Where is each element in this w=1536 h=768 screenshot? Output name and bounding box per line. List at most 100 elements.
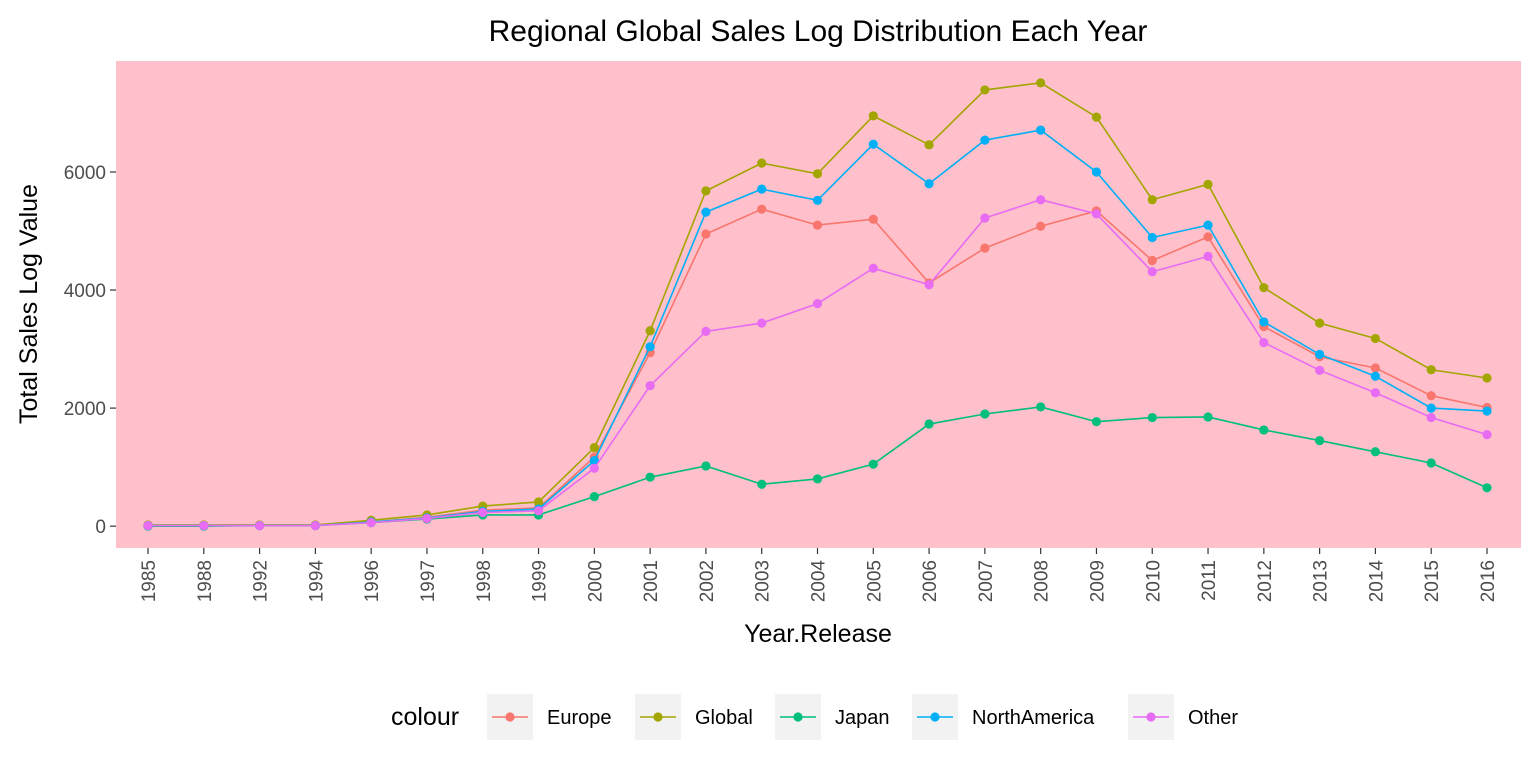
data-point bbox=[1315, 435, 1325, 446]
x-tick-label: 2003 bbox=[753, 560, 774, 602]
x-tick-label: 2013 bbox=[1311, 560, 1332, 602]
data-point bbox=[1147, 232, 1157, 243]
x-tick-label: 2004 bbox=[809, 560, 830, 603]
data-point bbox=[533, 497, 544, 507]
x-tick-label: 2016 bbox=[1478, 560, 1499, 602]
legend-key-point bbox=[505, 712, 515, 722]
chart-title: Regional Global Sales Log Distribution E… bbox=[489, 15, 1148, 48]
data-point bbox=[1203, 251, 1213, 261]
data-point bbox=[757, 184, 767, 194]
legend-title: colour bbox=[391, 703, 459, 731]
x-tick-label: 2000 bbox=[585, 560, 606, 602]
data-point bbox=[868, 111, 878, 121]
x-tick-label: 2012 bbox=[1255, 560, 1276, 602]
legend-key-point bbox=[1146, 712, 1156, 722]
data-point bbox=[1036, 195, 1046, 205]
legend-label: Other bbox=[1188, 707, 1238, 729]
data-point bbox=[1036, 125, 1046, 135]
data-point bbox=[199, 520, 209, 531]
data-point bbox=[1482, 373, 1492, 383]
data-point bbox=[1036, 78, 1046, 88]
x-tick-label: 2002 bbox=[697, 560, 718, 602]
data-point bbox=[1426, 458, 1436, 468]
data-point bbox=[1091, 167, 1102, 177]
x-tick-label: 2006 bbox=[920, 560, 941, 602]
x-tick-label: 2011 bbox=[1199, 560, 1220, 601]
legend-key-point bbox=[930, 712, 940, 722]
x-tick-label: 2008 bbox=[1032, 560, 1053, 602]
data-point bbox=[701, 461, 711, 471]
y-tick-label: 2000 bbox=[64, 399, 106, 420]
data-point bbox=[478, 507, 488, 518]
data-point bbox=[1482, 483, 1492, 493]
x-tick-label: 2014 bbox=[1366, 560, 1387, 603]
data-point bbox=[1203, 179, 1213, 189]
data-point bbox=[1259, 283, 1269, 293]
legend-item-other: Other bbox=[1128, 694, 1238, 740]
data-point bbox=[1315, 365, 1325, 375]
data-point bbox=[757, 204, 767, 214]
data-point bbox=[980, 243, 990, 253]
data-point bbox=[589, 492, 599, 502]
x-tick-label: 1985 bbox=[139, 560, 160, 602]
data-point bbox=[868, 263, 878, 273]
data-point bbox=[1259, 425, 1269, 435]
data-point bbox=[1203, 412, 1213, 422]
data-point bbox=[1370, 447, 1381, 457]
legend-key-point bbox=[793, 712, 803, 722]
data-point bbox=[1036, 221, 1046, 231]
data-point bbox=[1147, 267, 1157, 277]
legend-label: Global bbox=[695, 707, 753, 729]
data-point bbox=[422, 513, 432, 524]
data-point bbox=[701, 229, 711, 239]
data-point bbox=[1203, 220, 1213, 230]
data-point bbox=[1203, 232, 1213, 242]
series-other bbox=[143, 195, 1492, 531]
data-point bbox=[1426, 412, 1436, 423]
data-point bbox=[868, 459, 878, 469]
x-tick-label: 1988 bbox=[195, 560, 216, 602]
data-point bbox=[1091, 417, 1102, 427]
data-point bbox=[1426, 391, 1436, 401]
x-tick-label: 2005 bbox=[864, 560, 885, 602]
data-point bbox=[1091, 112, 1102, 122]
data-point bbox=[1036, 402, 1046, 412]
y-axis: 0 2000 4000 6000 bbox=[64, 163, 116, 538]
x-tick-label: 1996 bbox=[362, 560, 383, 602]
legend-item-global: Global bbox=[635, 694, 753, 740]
data-point bbox=[1091, 209, 1102, 219]
data-point bbox=[254, 520, 265, 531]
data-point bbox=[1147, 195, 1157, 205]
data-point bbox=[812, 169, 823, 179]
data-point bbox=[980, 85, 990, 95]
data-point bbox=[757, 318, 767, 328]
data-point bbox=[1259, 317, 1269, 327]
y-tick-label: 0 bbox=[95, 517, 106, 538]
data-point bbox=[1370, 333, 1381, 344]
data-point bbox=[1370, 388, 1381, 398]
x-tick-label: 1997 bbox=[418, 560, 439, 602]
data-point bbox=[533, 506, 544, 516]
x-axis: 1985 1988 1992 1994 1996 1997 1998 1999 2000 2001… bbox=[139, 548, 1499, 602]
data-point bbox=[812, 195, 823, 205]
data-point bbox=[812, 299, 823, 309]
data-point bbox=[1315, 318, 1325, 328]
x-tick-label: 2015 bbox=[1422, 560, 1443, 602]
data-point bbox=[701, 186, 711, 196]
legend-label: Japan bbox=[835, 707, 890, 729]
data-point bbox=[1426, 403, 1436, 413]
legend-label: Europe bbox=[547, 707, 612, 729]
data-point bbox=[701, 326, 711, 336]
data-point bbox=[1426, 365, 1436, 375]
legend: colour Europe Global Japan NorthAmerica Othe… bbox=[391, 694, 1238, 740]
legend-item-japan: Japan bbox=[775, 694, 890, 740]
data-point bbox=[645, 381, 655, 391]
x-tick-label: 2010 bbox=[1143, 560, 1164, 602]
data-point bbox=[757, 158, 767, 168]
data-point bbox=[1370, 371, 1381, 381]
data-point bbox=[645, 472, 655, 482]
y-tick-label: 4000 bbox=[64, 281, 106, 302]
data-point bbox=[310, 520, 320, 531]
x-axis-title: Year.Release bbox=[744, 620, 892, 648]
